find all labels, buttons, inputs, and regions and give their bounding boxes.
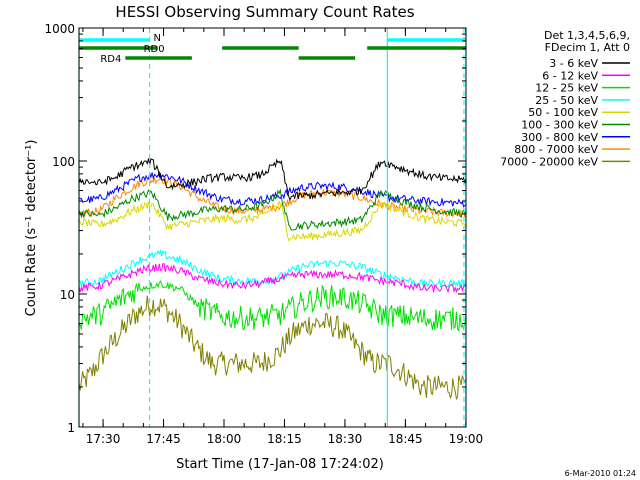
y-axis-label: Count Rate (s⁻¹ detector⁻¹) — [24, 140, 39, 317]
x-tick-label: 19:00 — [449, 432, 484, 446]
legend-header-line-1: Det 1,3,4,5,6,9, — [544, 29, 630, 42]
x-tick-label: 18:00 — [207, 432, 242, 446]
legend-header-line-2: FDecim 1, Att 0 — [545, 41, 630, 54]
legend-label: 300 - 800 keV — [521, 131, 598, 144]
chart-title: HESSI Observing Summary Count Rates — [115, 3, 414, 21]
legend-label: 25 - 50 keV — [535, 94, 598, 107]
y-tick-label: 10 — [60, 288, 75, 302]
axes: 1 10 100 1000 17:30 17:45 18:00 18:15 18:30 18:45… — [44, 22, 483, 446]
y-tick-label: 100 — [52, 155, 75, 169]
y-tick-label: 1 — [67, 421, 75, 435]
x-tick-label: 18:15 — [267, 432, 302, 446]
x-tick-label: 17:30 — [86, 432, 121, 446]
legend: Det 1,3,4,5,6,9, FDecim 1, Att 0 3 - 6 k… — [500, 29, 630, 168]
legend-label: 800 - 7000 keV — [514, 143, 598, 156]
legend-label: 6 - 12 keV — [542, 69, 598, 82]
legend-label: 12 - 25 keV — [535, 82, 598, 95]
x-tick-label: 18:30 — [328, 432, 363, 446]
legend-label: 50 - 100 keV — [528, 106, 598, 119]
legend-label: 3 - 6 keV — [549, 57, 598, 70]
x-tick-label: 17:45 — [146, 432, 181, 446]
status-bar-label-n: N — [154, 33, 161, 44]
legend-label: 7000 - 20000 keV — [500, 155, 598, 168]
x-tick-label: 18:45 — [388, 432, 423, 446]
series-line-7000-20000-kev — [78, 295, 467, 401]
series-line-12-25-kev — [78, 279, 467, 332]
plot-frame — [78, 27, 467, 428]
series-line-50-100-kev — [78, 199, 467, 242]
y-tick-label: 1000 — [44, 22, 75, 36]
series-line-3-6-kev — [78, 158, 467, 202]
status-bar-label-rd0: RD0 — [144, 44, 165, 55]
series-line-100-300-kev — [78, 188, 467, 231]
series-line-6-12-kev — [78, 263, 467, 294]
series-line-300-800-kev — [78, 170, 467, 208]
status-bar-label-rd4: RD4 — [100, 54, 121, 65]
x-axis-label: Start Time (17-Jan-08 17:24:02) — [176, 457, 384, 472]
legend-label: 100 - 300 keV — [521, 119, 598, 132]
footer-date: 6-Mar-2010 01:24 — [565, 469, 636, 478]
